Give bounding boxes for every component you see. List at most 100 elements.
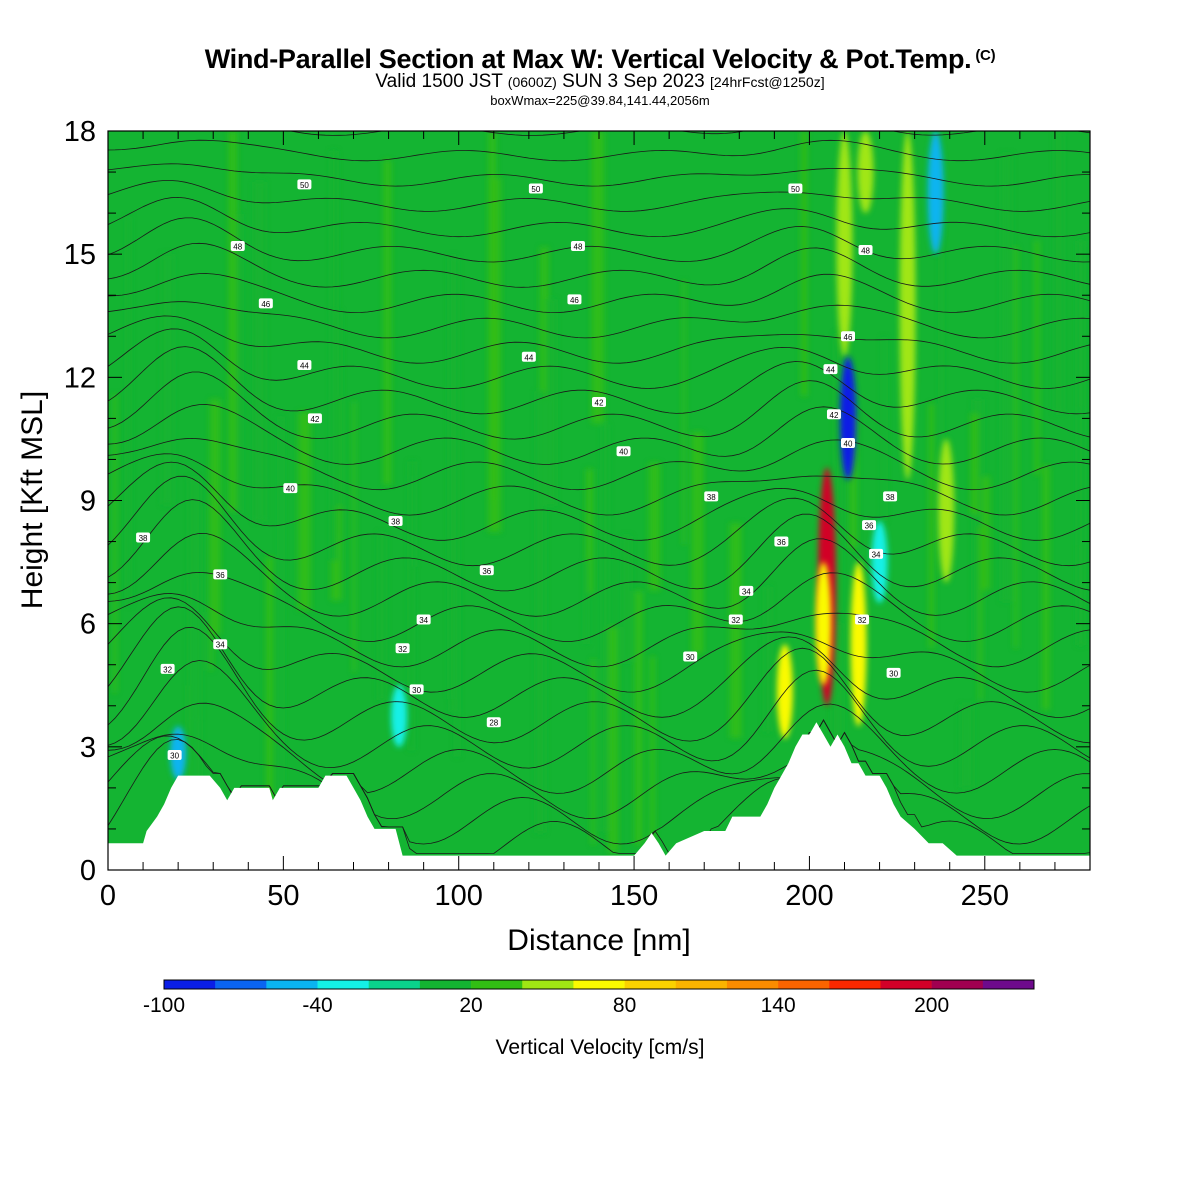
theta-contour-line: [108, 626, 1090, 744]
texture-streak: [330, 150, 338, 561]
svg-text:38: 38: [139, 534, 148, 543]
theta-contour-label: 32: [395, 643, 410, 654]
x-tick-label: 50: [267, 880, 299, 912]
colorbar-swatch: [471, 980, 523, 989]
theta-contour-label: 34: [869, 548, 884, 559]
texture-streak: [209, 505, 213, 671]
theta-contour-label: 38: [388, 516, 403, 527]
texture-streak: [928, 403, 935, 648]
colorbar-tick-label: 200: [914, 994, 949, 1017]
svg-text:44: 44: [300, 362, 309, 371]
colorbar-swatch: [778, 980, 830, 989]
texture-streak: [960, 704, 974, 788]
y-tick-label: 18: [64, 116, 96, 148]
theta-contour-line: [108, 571, 1090, 642]
theta-contour-label: 38: [704, 491, 719, 502]
theta-contour-label: 34: [213, 639, 228, 650]
copyright-mark: (C): [975, 47, 996, 64]
theta-contour-label: 48: [570, 240, 585, 251]
theta-contour-label: 36: [479, 565, 494, 576]
svg-text:38: 38: [707, 493, 716, 502]
texture-streak: [408, 475, 414, 751]
theta-contour-line: [108, 597, 1090, 693]
colorbar-tick-label: -100: [143, 994, 185, 1017]
theta-contour-label: 40: [841, 438, 856, 449]
y-tick-label: 12: [64, 362, 96, 394]
theta-contour-line: [108, 499, 1090, 592]
texture-streak: [253, 181, 266, 522]
svg-text:44: 44: [524, 353, 533, 362]
theta-contour-line: [108, 139, 1090, 162]
theta-contour-line: [108, 532, 1090, 617]
colorbar-tick-label: 20: [459, 994, 482, 1017]
plot-area: 30 32 34 36 38 40 42 44 46 48 50 38 34 32 30 28 36 40 42 44…: [108, 131, 1090, 870]
svg-text:36: 36: [777, 538, 786, 547]
texture-streak: [298, 411, 311, 611]
svg-text:30: 30: [686, 653, 695, 662]
texture-streak: [800, 131, 808, 397]
theta-contour-label: 30: [409, 684, 424, 695]
svg-text:46: 46: [570, 296, 579, 305]
chart-title: Wind-Parallel Section at Max W: Vertical…: [0, 44, 1200, 75]
theta-contour-label: 30: [167, 750, 182, 761]
theta-contour-label: 36: [213, 569, 228, 580]
theta-contour-line: [108, 217, 1090, 263]
x-tick-label: 150: [610, 880, 658, 912]
texture-streak: [492, 312, 500, 461]
x-tick-label: 0: [100, 880, 116, 912]
texture-streak: [112, 394, 117, 693]
colorbar-swatch: [419, 980, 472, 989]
svg-text:32: 32: [398, 645, 407, 654]
y-tick-label: 6: [80, 609, 96, 641]
svg-text:42: 42: [830, 411, 839, 420]
texture-streak: [546, 299, 557, 506]
theta-contour-label: 38: [883, 491, 898, 502]
texture-streak: [1013, 247, 1018, 649]
texture-layer: [112, 131, 1085, 870]
theta-contour-label: 28: [486, 717, 501, 728]
texture-streak: [585, 468, 594, 594]
svg-text:48: 48: [861, 247, 870, 256]
theta-contour-label: 44: [521, 351, 536, 362]
texture-streak: [126, 216, 131, 606]
svg-text:30: 30: [889, 669, 898, 678]
colorbar-swatch: [726, 980, 779, 989]
y-tick-label: 3: [80, 732, 96, 764]
theta-contour-line: [108, 453, 1090, 516]
texture-streak: [621, 535, 632, 663]
colorbar-tick-label: 80: [613, 994, 636, 1017]
texture-streak: [209, 399, 221, 635]
svg-text:48: 48: [233, 242, 242, 251]
theta-contours: [108, 131, 1090, 854]
colorbar-swatch: [675, 980, 728, 989]
plot-clip-group: 30 32 34 36 38 40 42 44 46 48 50 38 34 32 30 28 36 40 42 44…: [108, 131, 1090, 870]
texture-streak: [831, 623, 844, 806]
texture-streak: [764, 586, 772, 732]
colorbar-swatch: [982, 980, 1035, 989]
x-tick-label: 100: [435, 880, 483, 912]
theta-contour-label: 40: [283, 483, 298, 494]
theta-contour-label: 44: [297, 360, 312, 371]
texture-streak: [161, 253, 174, 505]
theta-contour-label: 46: [841, 331, 856, 342]
theta-contour-line: [108, 328, 1090, 389]
colorbar-swatch: [317, 980, 370, 989]
theta-contour-label: 30: [683, 651, 698, 662]
colorbar-label: Vertical Velocity [cm/s]: [495, 1036, 705, 1059]
updraft-core: [899, 131, 916, 480]
theta-contour-label: 32: [728, 614, 743, 625]
texture-streak: [488, 131, 497, 501]
texture-streak: [266, 556, 274, 870]
x-tick-label: 200: [785, 880, 833, 912]
theta-contour-line: [108, 273, 1090, 314]
theta-contour-label: 38: [136, 532, 151, 543]
valid-time-utc: (0600Z): [507, 74, 557, 90]
texture-streak: [601, 424, 609, 832]
svg-text:30: 30: [412, 686, 421, 695]
texture-streak: [682, 280, 686, 545]
theta-contour-line: [108, 719, 1090, 820]
svg-text:38: 38: [886, 493, 895, 502]
svg-text:36: 36: [216, 571, 225, 580]
colorbar-swatch: [573, 980, 625, 989]
theta-contour-label: 44: [823, 364, 838, 375]
